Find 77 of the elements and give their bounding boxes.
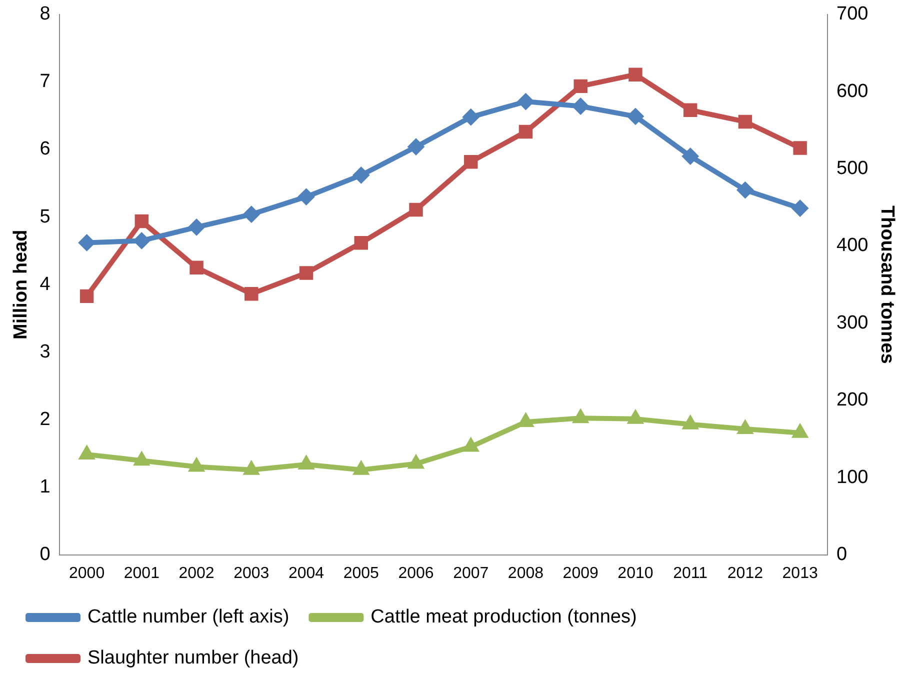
point — [792, 200, 809, 217]
point — [626, 108, 644, 125]
x-tick-label: 2009 — [562, 564, 598, 582]
point — [299, 266, 314, 280]
point — [133, 451, 150, 466]
y2-tick-label: 400 — [836, 235, 868, 256]
point — [133, 232, 150, 250]
y-tick-label: 4 — [40, 274, 51, 295]
y2-tick-label: 600 — [836, 80, 868, 102]
y-tick-label: 1 — [40, 476, 50, 498]
y2-tick-label: 0 — [836, 544, 848, 566]
point — [78, 234, 96, 252]
point — [242, 206, 260, 223]
y2-tick-label: 500 — [836, 158, 868, 180]
x-tick-label: 2010 — [618, 564, 654, 582]
y2-axis-title: Thousand tonnes — [876, 205, 898, 364]
point — [409, 202, 423, 217]
y-tick-label: 7 — [40, 71, 50, 92]
point — [574, 79, 588, 94]
point — [188, 457, 205, 472]
point — [738, 114, 752, 129]
point — [190, 260, 204, 274]
point — [352, 166, 370, 184]
x-tick-label: 2004 — [288, 564, 324, 582]
x-tick-label: 2007 — [453, 564, 489, 582]
y2-tick-label: 100 — [836, 466, 868, 488]
point — [627, 409, 644, 424]
y-tick-label: 8 — [40, 4, 50, 25]
point — [298, 188, 315, 206]
point — [352, 460, 370, 475]
point — [628, 68, 642, 82]
point — [354, 236, 368, 250]
point — [518, 124, 533, 139]
point — [572, 98, 590, 115]
y-tick-label: 3 — [40, 341, 50, 362]
point — [78, 444, 96, 460]
point — [682, 148, 699, 165]
point — [682, 414, 699, 430]
y-tick-label: 0 — [40, 544, 50, 566]
point — [408, 454, 424, 469]
point — [793, 141, 807, 155]
point — [134, 214, 149, 228]
point — [462, 108, 480, 126]
x-tick-label: 2006 — [398, 564, 434, 582]
point — [408, 138, 424, 156]
point — [244, 287, 258, 301]
point — [243, 460, 260, 475]
legend-label: Slaughter number (head) — [88, 648, 299, 669]
x-tick-label: 2012 — [727, 564, 764, 582]
point — [683, 103, 698, 117]
y2-tick-label: 300 — [836, 312, 868, 334]
point — [462, 437, 480, 452]
x-tick-label: 2005 — [343, 564, 380, 582]
x-tick-label: 2002 — [178, 564, 214, 582]
x-tick-label: 2001 — [124, 564, 160, 582]
x-tick-label: 2008 — [508, 564, 544, 582]
legend-label: Cattle number (left axis) — [88, 606, 290, 628]
point — [736, 419, 754, 434]
point — [188, 218, 206, 236]
y2-tick-label: 200 — [836, 390, 868, 411]
y-tick-label: 2 — [40, 408, 50, 430]
x-tick-label: 2003 — [234, 564, 270, 582]
y-tick-label: 5 — [40, 206, 50, 228]
point — [572, 408, 589, 424]
x-tick-label: 2000 — [69, 564, 105, 582]
x-tick-label: 2013 — [782, 564, 818, 582]
point — [792, 423, 808, 438]
point — [298, 454, 315, 470]
point — [517, 93, 534, 110]
point — [80, 289, 94, 304]
y-tick-label: 6 — [40, 138, 50, 160]
point — [736, 182, 754, 199]
point — [464, 154, 478, 169]
y2-tick-label: 700 — [836, 4, 868, 25]
x-tick-label: 2011 — [673, 564, 708, 582]
y-axis-title: Million head — [10, 230, 32, 340]
legend-label: Cattle meat production (tonnes) — [370, 606, 637, 628]
